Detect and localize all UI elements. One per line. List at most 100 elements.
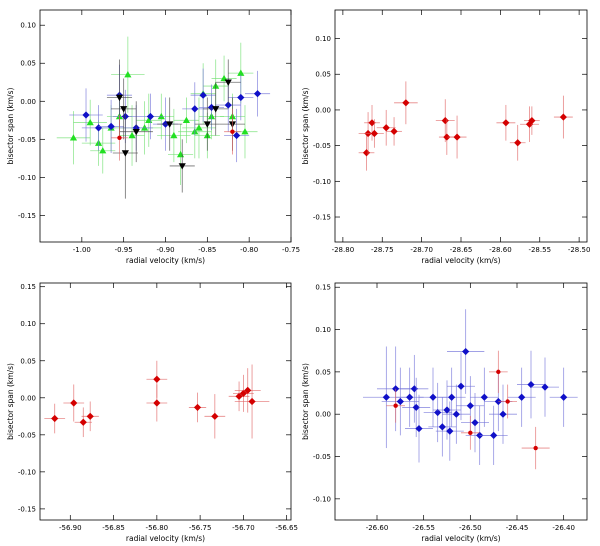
y-tick-label: -0.15 [18,505,36,513]
panel-top-left: -1.00 -0.95 -0.90 -0.85 -0.80 -0.75 -0.15 -0.10… [6,9,300,265]
data-point-blue [415,424,423,433]
y-axis-title: bisector span (km/s) [301,363,310,440]
x-tick-label: -28.55 [528,246,551,254]
x-tick-label: -56.75 [189,524,212,532]
data-point-blue [518,393,526,401]
data-point-green [128,131,136,139]
data-point-blue [233,131,241,140]
x-tick-label: -56.65 [275,524,298,532]
y-tick-label: 0.00 [20,98,36,106]
y-axis-title: bisector span (km/s) [6,363,15,440]
data-point-blue [396,397,404,406]
x-axis-title: radial velocity (km/s) [421,256,500,265]
data-point-red [248,397,256,406]
data-point-blue [466,402,474,410]
y-tick-label: -0.10 [18,174,36,182]
data-point-red [153,375,161,383]
data-point-red [390,127,398,135]
data-point-blue [253,90,262,98]
x-tick-label: -28.75 [371,246,394,254]
x-tick-label: -1.00 [73,246,91,254]
data-point-red [244,386,252,394]
data-point-red [86,412,94,420]
data-point-green [182,116,191,123]
data-point-green [140,124,149,131]
data-point-black [203,121,211,128]
data-point-green [124,71,132,78]
x-tick-label: -0.90 [156,246,174,254]
data-layer [358,81,573,171]
data-point-green [237,69,245,76]
data-point-green [157,112,165,120]
data-point-red [443,133,451,141]
data-point-blue [438,423,446,431]
y-tick-label: -0.10 [313,178,331,186]
data-point-red [235,392,243,400]
x-axis-title: radial velocity (km/s) [126,534,205,543]
x-tick-label: -56.80 [146,524,169,532]
data-point-blue [434,408,442,417]
x-tick-label: -0.95 [115,246,133,254]
data-point-red [239,389,247,397]
data-point-red [393,403,398,408]
data-layer [44,360,270,439]
data-point-red [505,399,510,404]
data-point-red [559,113,567,121]
data-point-red [533,445,538,451]
x-tick-label: -28.65 [450,246,473,254]
data-point-red [514,139,522,147]
data-point-blue [237,93,245,102]
y-tick-label: -0.05 [313,142,331,150]
data-point-red [79,418,87,426]
panel-bottom-left: -56.90 -56.85 -56.80 -56.75 -56.70 -56.65 -0.1… [6,282,298,543]
data-point-blue [107,122,115,130]
data-point-blue [448,393,456,401]
x-tick-label: -28.80 [332,246,355,254]
y-tick-label: 0.15 [315,284,331,292]
x-tick-label: -56.90 [59,524,82,532]
y-tick-label: 0.05 [20,60,36,68]
data-point-black [212,106,220,113]
data-point-blue [494,397,502,406]
x-axis-title: radial velocity (km/s) [421,534,500,543]
data-point-blue [146,112,155,121]
data-point-red [368,119,376,127]
x-tick-label: -56.85 [102,524,125,532]
data-point-blue [199,91,207,99]
data-point-blue [527,380,535,389]
data-point-blue [462,347,470,356]
data-point-blue [457,382,465,390]
x-tick-label: -28.70 [410,246,433,254]
data-point-red [528,117,536,125]
data-point-blue [443,406,451,414]
data-point-black [224,79,232,86]
data-point-blue [191,105,199,113]
x-tick-label: -28.50 [568,246,591,254]
panel-top-right: -28.80 -28.75 -28.70 -28.65 -28.60 -28.55 -28.… [301,9,591,265]
data-point-green [170,131,178,139]
data-point-red [496,369,501,375]
x-tick-label: -0.80 [240,246,258,254]
data-point-red [402,99,410,107]
y-tick-label: 0.05 [20,357,36,365]
data-point-red [230,129,235,134]
y-tick-label: -0.15 [18,212,36,220]
x-tick-label: -28.60 [489,246,512,254]
x-tick-label: -56.70 [232,524,255,532]
data-point-blue [490,431,498,439]
y-axis-title: bisector span (km/s) [301,88,310,165]
data-point-blue [446,427,454,435]
data-point-blue [429,393,437,401]
data-point-black [166,121,174,128]
data-point-black [178,163,186,170]
plot-frame [39,282,292,521]
data-point-blue [541,383,549,391]
y-tick-label: 0.10 [315,326,331,334]
x-tick-label: -26.50 [459,524,482,532]
data-point-red [51,414,59,423]
y-tick-label: 0.05 [315,71,331,79]
data-point-blue [560,393,568,401]
data-point-green [195,124,203,131]
data-point-red [117,135,122,140]
x-axis-title: radial velocity (km/s) [126,256,205,265]
